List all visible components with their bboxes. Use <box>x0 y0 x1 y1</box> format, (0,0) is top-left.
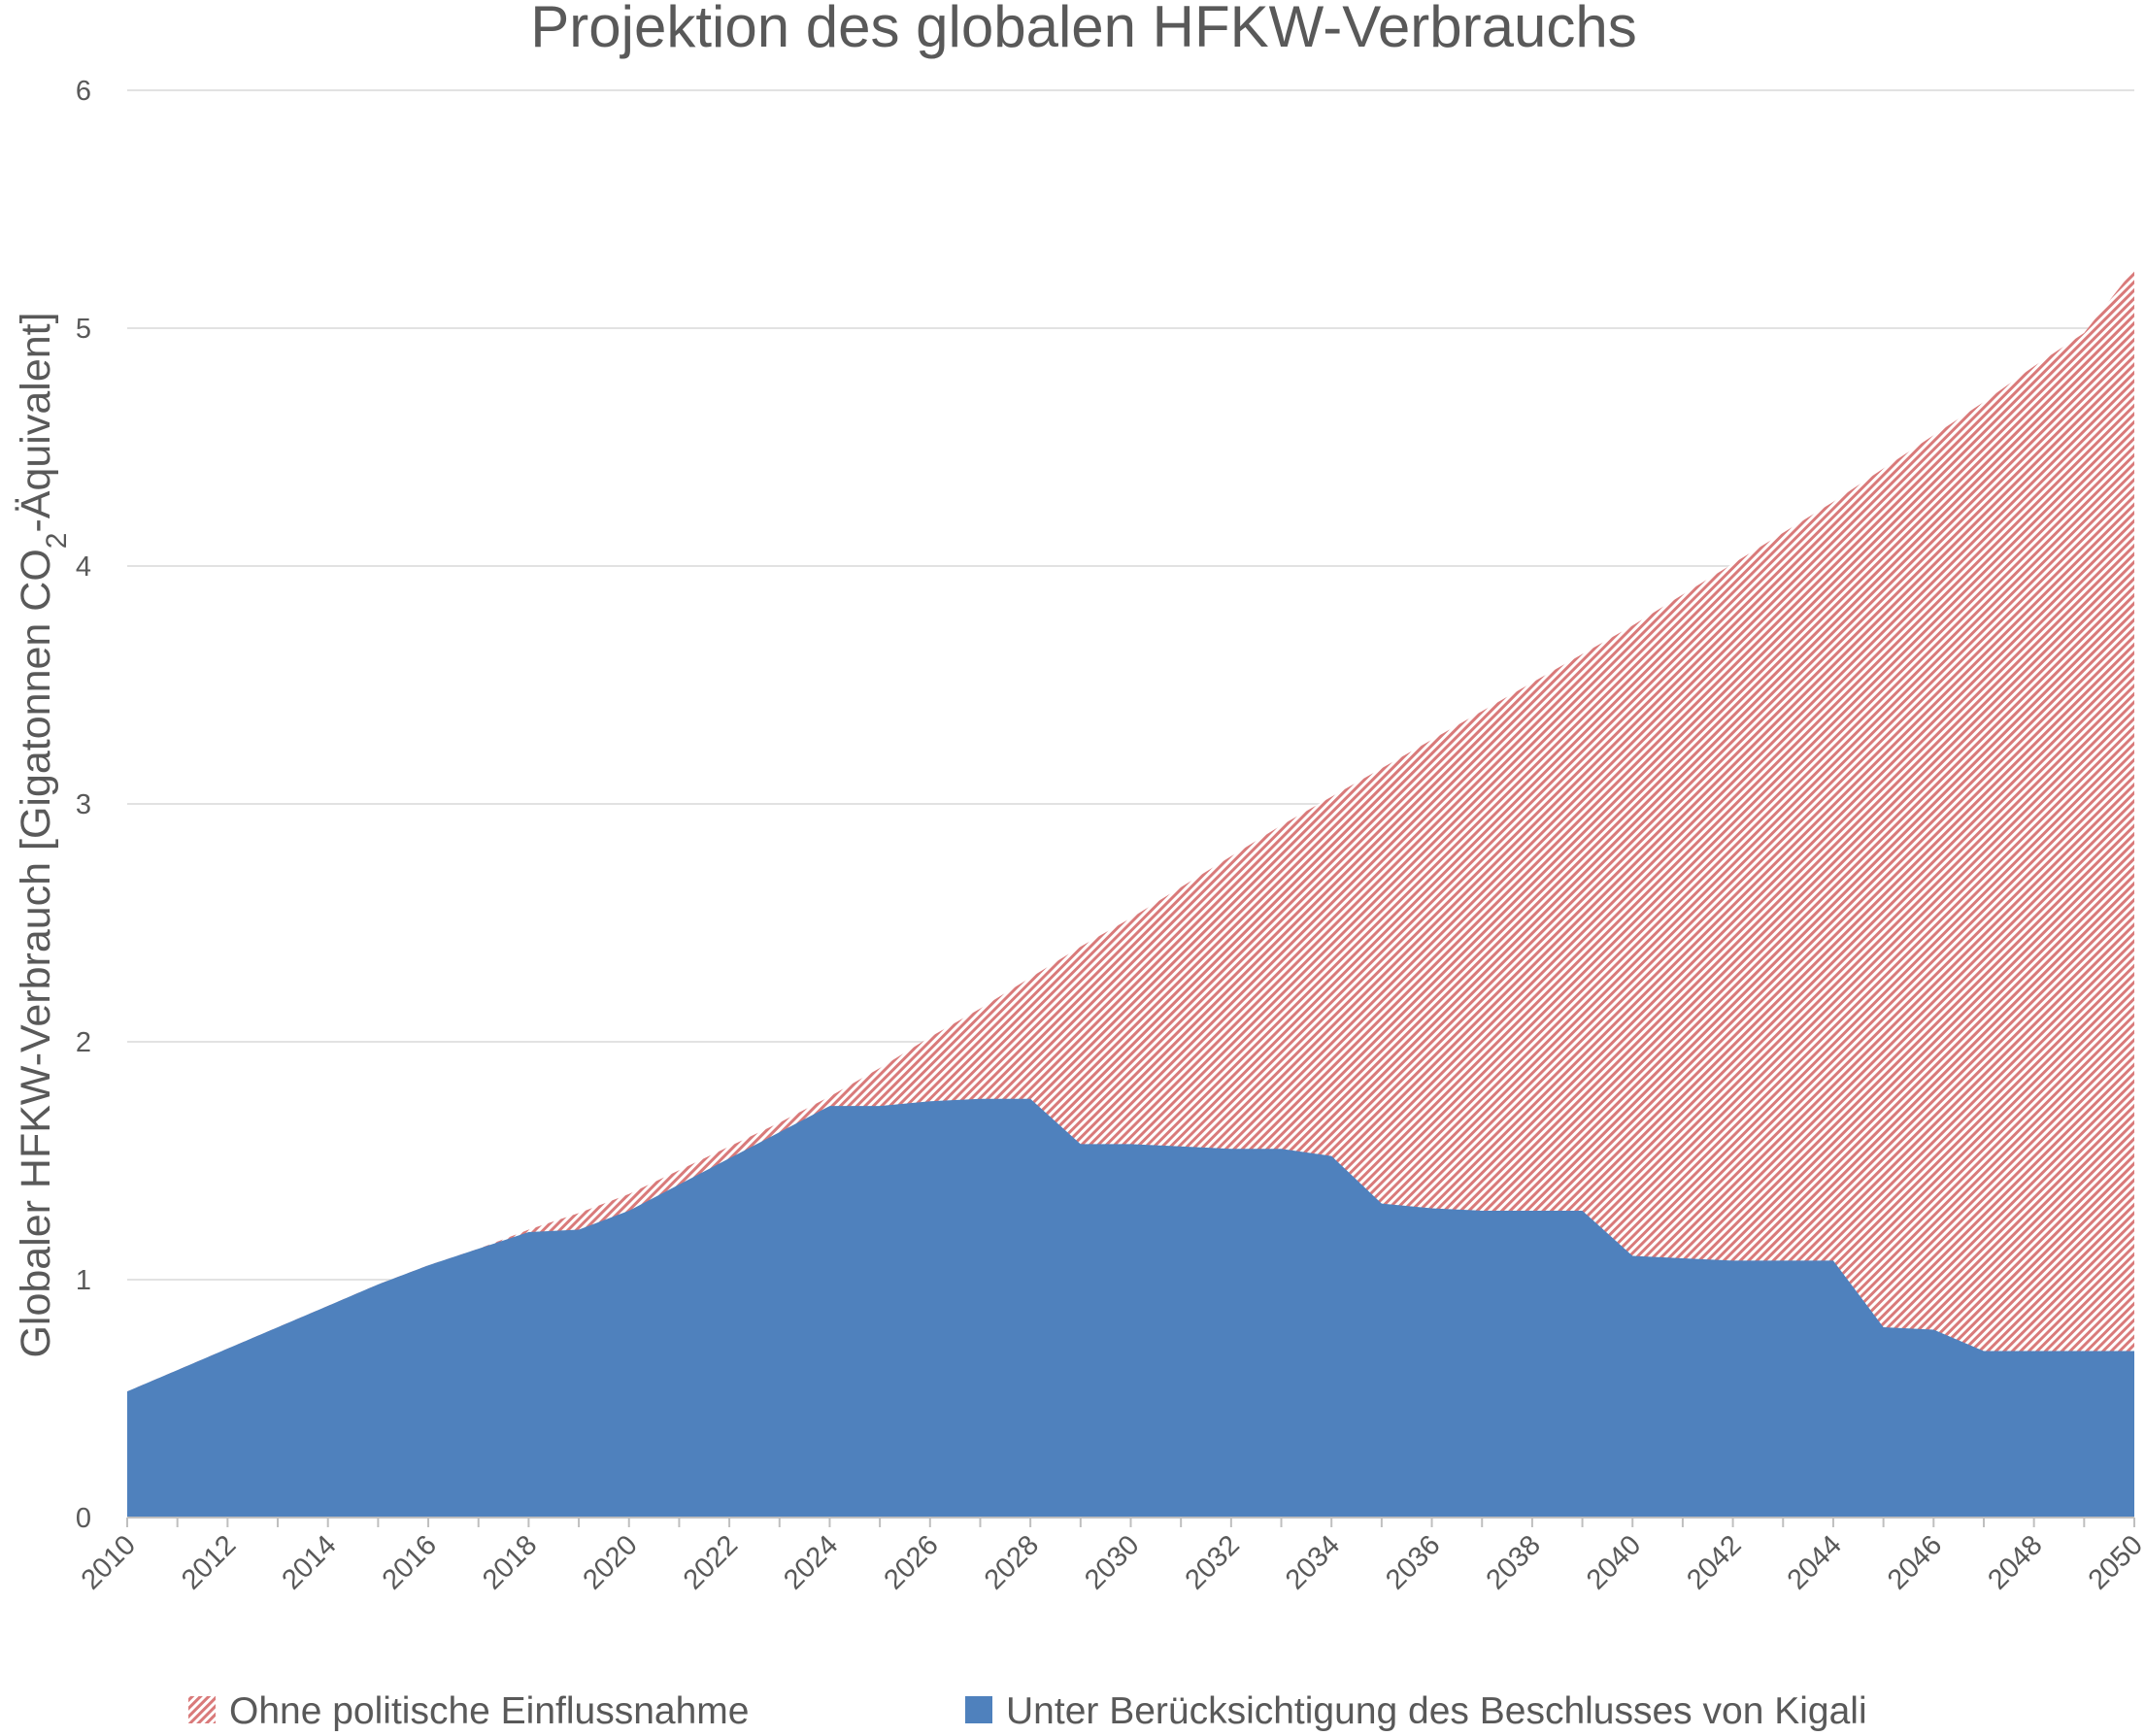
x-tick-label: 2014 <box>276 1529 342 1595</box>
y-axis-ticks: 0 1 2 3 4 5 6 <box>76 76 91 1534</box>
x-tick-label: 2030 <box>1079 1529 1145 1595</box>
x-tick-label: 2044 <box>1782 1529 1848 1595</box>
series-area-0 <box>127 268 2134 1518</box>
x-tick-label: 2024 <box>778 1529 844 1595</box>
x-axis-line <box>126 1517 2135 1527</box>
y-tick-label: 4 <box>76 551 91 583</box>
x-tick-label: 2034 <box>1280 1529 1346 1595</box>
x-tick-label: 2016 <box>377 1529 443 1595</box>
x-axis-ticks: 2010 2012 2014 2016 2018 2020 2022 2024 2026 2028… <box>76 1529 2145 1595</box>
x-tick-label: 2038 <box>1481 1529 1547 1595</box>
x-tick-label: 2032 <box>1180 1529 1246 1595</box>
x-tick-label: 2028 <box>979 1529 1045 1595</box>
x-tick-label: 2036 <box>1380 1529 1446 1595</box>
y-axis-label-main: Globaler HFKW-Verbrauch [Gigatonnen CO <box>13 549 59 1357</box>
x-tick-label: 2026 <box>879 1529 945 1595</box>
x-tick-label: 2050 <box>2083 1529 2145 1595</box>
legend-label-kigali: Unter Berücksichtigung des Beschlusses v… <box>1006 1690 1867 1732</box>
y-tick-label: 3 <box>76 789 91 820</box>
x-tick-label: 2012 <box>176 1529 242 1595</box>
series-area-1 <box>127 1098 2134 1518</box>
y-tick-label: 5 <box>76 314 91 345</box>
y-axis-label: Globaler HFKW-Verbrauch [Gigatonnen CO2-… <box>13 312 73 1357</box>
legend-swatch-hatched <box>188 1696 216 1723</box>
x-tick-label: 2046 <box>1882 1529 1948 1595</box>
y-tick-label: 0 <box>76 1503 91 1534</box>
y-tick-label: 1 <box>76 1265 91 1296</box>
y-tick-label: 2 <box>76 1027 91 1058</box>
legend: Ohne politische Einflussnahme Unter Berü… <box>188 1690 1867 1732</box>
x-tick-label: 2042 <box>1681 1529 1747 1595</box>
x-tick-label: 2022 <box>678 1529 744 1595</box>
x-tick-label: 2040 <box>1581 1529 1647 1595</box>
legend-swatch-solid <box>965 1696 992 1723</box>
chart-title: Projektion des globalen HFKW-Verbrauchs <box>530 0 1636 59</box>
x-tick-label: 2018 <box>477 1529 543 1595</box>
x-tick-label: 2020 <box>577 1529 643 1595</box>
y-axis-label-subscript: 2 <box>41 533 73 550</box>
x-tick-label: 2048 <box>1982 1529 2048 1595</box>
x-tick-label: 2010 <box>76 1529 142 1595</box>
y-axis-label-suffix: -Äquivalent] <box>13 312 59 532</box>
legend-label-ohne-politische-einflussnahme: Ohne politische Einflussnahme <box>229 1690 749 1732</box>
y-tick-label: 6 <box>76 76 91 107</box>
series-areas <box>127 268 2134 1518</box>
